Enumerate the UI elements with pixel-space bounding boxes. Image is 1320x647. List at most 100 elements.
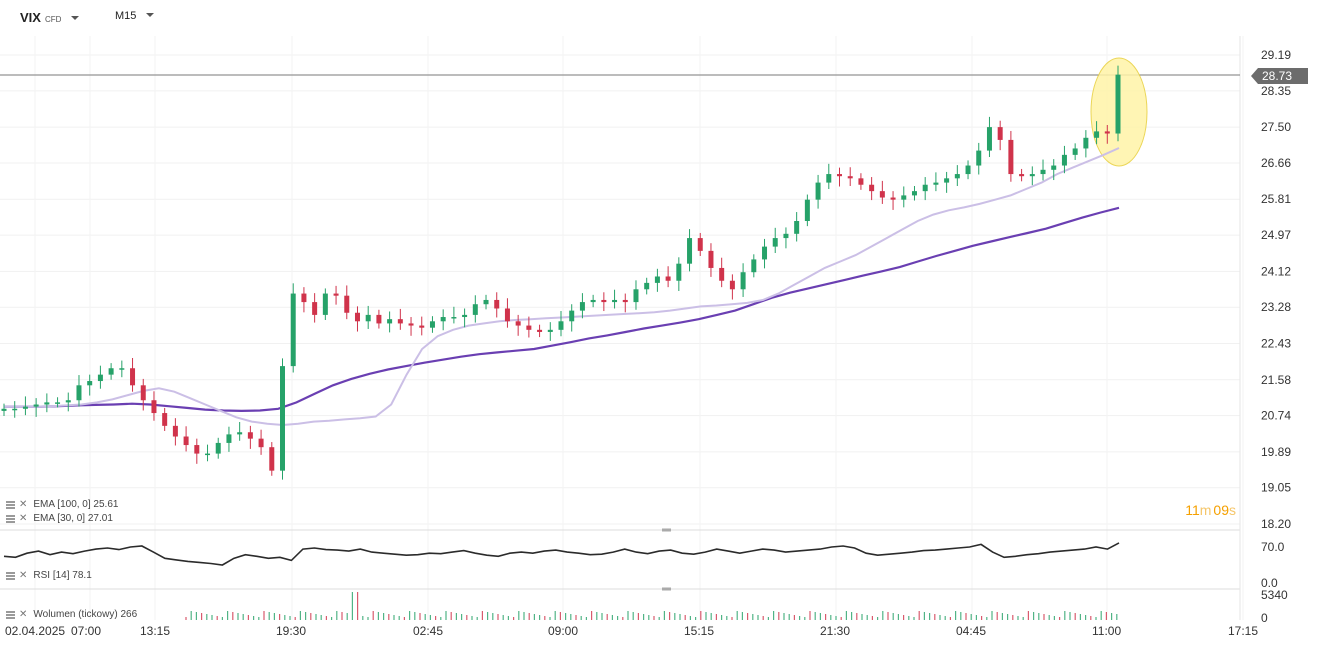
price-tick-label: 21.58: [1261, 373, 1291, 387]
candle-body: [419, 325, 425, 328]
candle-body: [901, 195, 907, 200]
candle-body: [933, 182, 939, 185]
time-tick-label: 13:15: [140, 624, 170, 638]
candle-body: [601, 299, 607, 303]
close-icon[interactable]: ✕: [19, 513, 28, 524]
time-tick-label: 07:00: [71, 624, 101, 638]
candle-body: [322, 293, 328, 315]
candle-body: [354, 312, 360, 322]
candle-body: [1, 408, 7, 411]
candle-body: [247, 432, 253, 439]
interval-selector[interactable]: M15: [115, 10, 155, 22]
candle-body: [130, 368, 136, 386]
candle-body: [269, 447, 275, 471]
chart-toolbar: VIX CFD M15: [0, 0, 1320, 36]
candle-body: [397, 319, 403, 324]
price-tick-label: 27.50: [1261, 120, 1291, 134]
candle-body: [1094, 131, 1100, 138]
rsi-tick-label: 0.0: [1261, 576, 1278, 590]
candle-body: [237, 432, 243, 435]
candle-body: [751, 259, 757, 273]
legend-ema100[interactable]: ✕ EMA [100, 0] 25.61: [6, 499, 118, 510]
candle-body: [697, 238, 703, 251]
time-tick-label: 04:45: [956, 624, 986, 638]
candle-body: [140, 385, 146, 401]
legend-volume[interactable]: ✕ Wolumen (tickowy) 266: [6, 609, 137, 620]
settings-icon[interactable]: [6, 610, 15, 619]
legend-ema100-label: EMA [100, 0] 25.61: [33, 499, 119, 510]
time-tick-label: 09:00: [548, 624, 578, 638]
candle-body: [1072, 148, 1078, 155]
price-tick-label: 20.74: [1261, 409, 1291, 423]
candle-body: [1051, 165, 1057, 170]
instrument-type-label: CFD: [44, 15, 62, 24]
legend-ema30[interactable]: ✕ EMA [30, 0] 27.01: [6, 513, 113, 524]
candle-body: [12, 408, 18, 411]
chevron-down-icon: [71, 16, 80, 20]
candle-body: [740, 272, 746, 290]
candle-body: [55, 402, 61, 404]
candle-body: [1019, 174, 1025, 177]
candle-body: [108, 368, 114, 375]
legend-rsi[interactable]: ✕ RSI [14] 78.1: [6, 570, 92, 581]
time-tick-label: 02:45: [413, 624, 443, 638]
candle-body: [387, 319, 393, 324]
candle-body: [205, 453, 211, 456]
volume-tick-label: 5340: [1261, 588, 1288, 602]
candle-body: [1115, 74, 1121, 134]
countdown-seconds-unit: s: [1229, 502, 1236, 518]
candle-body: [633, 289, 639, 303]
candle-body: [837, 174, 842, 177]
candle-body: [365, 314, 371, 322]
candle-body: [890, 197, 896, 200]
price-tick-label: 19.89: [1261, 445, 1291, 459]
candle-body: [665, 276, 671, 281]
candle-body: [687, 238, 693, 264]
candle-body: [622, 299, 628, 303]
candle-body: [1029, 174, 1035, 177]
rsi-line: [3, 542, 1120, 566]
price-tick-label: 22.43: [1261, 336, 1291, 350]
settings-icon[interactable]: [6, 571, 15, 580]
candle-body: [815, 182, 821, 200]
settings-icon[interactable]: [6, 514, 15, 523]
candle-body: [515, 321, 521, 326]
candle-body: [783, 233, 789, 239]
close-icon[interactable]: ✕: [19, 609, 28, 620]
candle-body: [654, 276, 660, 283]
price-tick-label: 24.12: [1261, 264, 1291, 278]
candle-body: [879, 191, 885, 198]
settings-icon[interactable]: [6, 500, 15, 509]
rsi-tick-label: 70.0: [1261, 540, 1285, 554]
ema100-line: [4, 206, 1120, 413]
candle-body: [483, 299, 489, 305]
candle-body: [976, 150, 982, 166]
symbol-selector[interactable]: VIX CFD: [20, 10, 80, 25]
candle-body: [558, 321, 564, 330]
time-tick-label: 17:15: [1228, 624, 1258, 638]
candle-body: [526, 325, 532, 330]
close-icon[interactable]: ✕: [19, 570, 28, 581]
candle-body: [869, 184, 875, 192]
interval-label: M15: [115, 10, 137, 22]
candle-body: [804, 199, 810, 222]
ema30-layer: [4, 147, 1120, 427]
candle-body: [333, 293, 339, 296]
candle-body: [719, 267, 725, 281]
candle-body: [376, 314, 382, 324]
price-tick-label: 26.66: [1261, 156, 1291, 170]
chevron-down-icon: [146, 13, 155, 17]
time-tick-label: 15:15: [684, 624, 714, 638]
candle-body: [762, 246, 768, 260]
candle-body: [997, 127, 1003, 140]
candle-body: [408, 323, 414, 326]
candle-body: [858, 178, 864, 185]
candle-body: [954, 174, 960, 179]
candle-body: [826, 174, 832, 183]
time-tick-label: 21:30: [820, 624, 850, 638]
candle-body: [440, 317, 446, 322]
close-icon[interactable]: ✕: [19, 499, 28, 510]
candle-body: [183, 436, 189, 446]
candle-body: [162, 413, 168, 426]
